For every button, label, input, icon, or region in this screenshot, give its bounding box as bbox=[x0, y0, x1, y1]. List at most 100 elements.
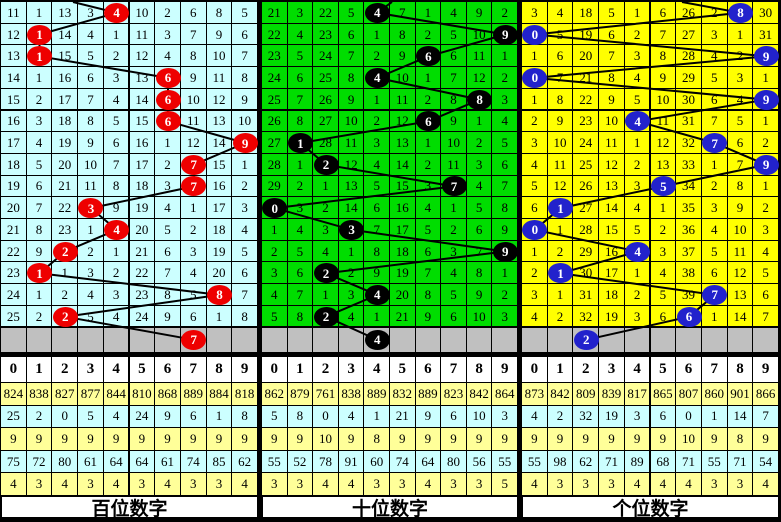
miss-cell: 9 bbox=[103, 197, 130, 219]
miss-cell: 13 bbox=[1, 45, 27, 68]
stat-cell: 62 bbox=[232, 450, 258, 474]
stat-cell: 9 bbox=[573, 428, 600, 451]
miss-cell: 7 bbox=[338, 45, 365, 68]
miss-cell: 31 bbox=[676, 110, 702, 133]
miss-cell: 7 bbox=[599, 45, 625, 68]
miss-cell: 19 bbox=[390, 262, 416, 285]
miss-cell: 1 bbox=[466, 110, 493, 133]
miss-cell: 11 bbox=[129, 23, 156, 46]
miss-cell: 3 bbox=[522, 284, 548, 306]
pending-cell bbox=[103, 327, 130, 352]
miss-cell: 3 bbox=[313, 219, 339, 241]
pending-cell bbox=[492, 327, 518, 352]
miss-cell: 1 bbox=[364, 23, 390, 46]
pending-cell bbox=[390, 327, 416, 352]
miss-cell: 1 bbox=[650, 197, 677, 219]
miss-cell: 4 bbox=[624, 197, 651, 219]
number-ball: 9 bbox=[753, 89, 779, 110]
stat-cell: 54 bbox=[753, 450, 779, 474]
pending-cell bbox=[547, 327, 574, 352]
miss-cell: 24 bbox=[262, 67, 288, 89]
miss-cell: 9 bbox=[547, 110, 574, 133]
miss-cell: 1 bbox=[701, 153, 728, 176]
miss-cell: 3 bbox=[78, 262, 104, 285]
miss-cell: 29 bbox=[676, 67, 702, 89]
miss-cell: 4 bbox=[522, 153, 548, 176]
miss-cell: 4 bbox=[466, 175, 493, 198]
miss-cell: 1 bbox=[492, 45, 518, 68]
miss-cell: 4 bbox=[155, 45, 181, 68]
stat-cell: 3 bbox=[287, 473, 314, 496]
miss-cell: 2 bbox=[52, 284, 79, 306]
miss-cell: 7 bbox=[547, 67, 574, 89]
miss-cell: 20 bbox=[1, 197, 27, 219]
stat-cell: 818 bbox=[232, 383, 258, 406]
number-ball: 0 bbox=[522, 24, 548, 45]
miss-cell: 12 bbox=[547, 175, 574, 198]
digit-header-cell: 0 bbox=[262, 357, 288, 383]
miss-cell: 8 bbox=[26, 219, 53, 241]
miss-cell: 31 bbox=[753, 23, 779, 46]
units-label: 个位数字 bbox=[522, 496, 779, 520]
miss-cell: 23 bbox=[313, 23, 339, 46]
miss-cell: 1 bbox=[624, 132, 651, 154]
hundreds-label: 百位数字 bbox=[1, 496, 258, 520]
miss-cell: 2 bbox=[78, 240, 104, 263]
pending-cell bbox=[415, 327, 442, 352]
digit-header-cell: 4 bbox=[103, 357, 130, 383]
miss-cell: 8 bbox=[727, 175, 754, 198]
miss-cell: 2 bbox=[701, 2, 728, 24]
miss-cell: 7 bbox=[232, 284, 258, 306]
miss-cell: 18 bbox=[206, 219, 233, 241]
miss-cell: 1 bbox=[441, 197, 467, 219]
miss-cell: 14 bbox=[129, 88, 156, 111]
stat-cell: 4 bbox=[313, 473, 339, 496]
stat-cell: 56 bbox=[466, 450, 493, 474]
miss-cell: 10 bbox=[599, 110, 625, 133]
miss-cell: 10 bbox=[466, 23, 493, 46]
stat-cell: 4 bbox=[338, 473, 365, 496]
miss-cell: 12 bbox=[338, 153, 365, 176]
number-ball: 6 bbox=[155, 89, 181, 110]
miss-cell: 2 bbox=[287, 175, 314, 198]
stat-cell: 9 bbox=[466, 428, 493, 451]
miss-cell: 2 bbox=[547, 240, 574, 263]
miss-cell: 21 bbox=[52, 175, 79, 198]
miss-cell: 3 bbox=[287, 197, 314, 219]
miss-cell: 2 bbox=[262, 240, 288, 263]
miss-cell: 8 bbox=[599, 67, 625, 89]
miss-cell: 15 bbox=[599, 219, 625, 241]
stat-cell: 868 bbox=[155, 383, 181, 406]
miss-cell: 22 bbox=[129, 262, 156, 285]
miss-cell: 33 bbox=[676, 153, 702, 176]
stat-cell: 9 bbox=[78, 428, 104, 451]
stat-cell: 3 bbox=[206, 473, 233, 496]
miss-cell: 10 bbox=[466, 305, 493, 328]
miss-cell: 6 bbox=[441, 45, 467, 68]
stat-cell: 71 bbox=[727, 450, 754, 474]
miss-cell: 9 bbox=[441, 110, 467, 133]
miss-cell: 6 bbox=[547, 45, 574, 68]
stat-cell: 55 bbox=[522, 450, 548, 474]
miss-cell: 4 bbox=[415, 197, 442, 219]
miss-cell: 9 bbox=[206, 23, 233, 46]
miss-cell: 12 bbox=[466, 67, 493, 89]
miss-cell: 20 bbox=[52, 153, 79, 176]
stat-cell: 844 bbox=[103, 383, 130, 406]
pending-cell bbox=[676, 327, 702, 352]
stat-cell: 0 bbox=[52, 405, 79, 429]
miss-cell: 5 bbox=[232, 240, 258, 263]
miss-cell: 7 bbox=[364, 219, 390, 241]
digit-header-cell: 3 bbox=[338, 357, 365, 383]
miss-cell: 8 bbox=[338, 67, 365, 89]
stat-cell: 824 bbox=[1, 383, 27, 406]
miss-cell: 1 bbox=[522, 240, 548, 263]
miss-cell: 2 bbox=[155, 2, 181, 24]
stat-cell: 864 bbox=[492, 383, 518, 406]
miss-cell: 20 bbox=[129, 219, 156, 241]
miss-cell: 6 bbox=[232, 23, 258, 46]
miss-cell: 6 bbox=[232, 262, 258, 285]
units-grid: 3 4 18 5 1 6 26 2 30 5 19 6 2 7 27 3 1 31 1 6 20 7 3 8 28 4 2 7 21 8 4… bbox=[522, 2, 779, 352]
number-ball: 7 bbox=[181, 154, 207, 175]
miss-cell: 5 bbox=[155, 219, 181, 241]
